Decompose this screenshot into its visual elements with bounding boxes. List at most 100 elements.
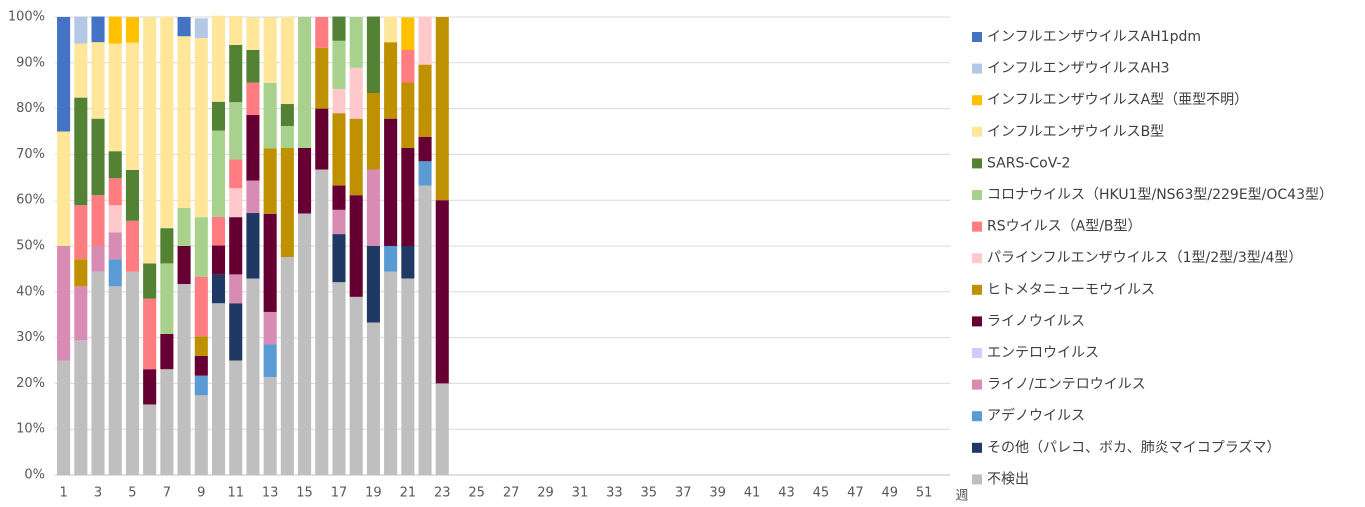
bar-segment xyxy=(280,17,294,105)
bar-segment xyxy=(418,136,432,162)
bar-segment xyxy=(263,344,277,377)
legend-label: コロナウイルス（HKU1型/NS63型/229E型/OC43型） xyxy=(987,187,1333,203)
bar-segment xyxy=(315,169,329,475)
legend-label: エンテロウイルス xyxy=(987,345,1099,361)
x-tick-label: 33 xyxy=(606,486,623,501)
bar-segment xyxy=(229,102,243,160)
y-tick-label: 50% xyxy=(16,239,45,254)
bar-segment xyxy=(263,148,277,214)
bar-segment xyxy=(160,333,174,370)
bar-segment xyxy=(160,263,174,334)
legend-label: ライノウイルス xyxy=(987,313,1085,329)
x-tick-label: 35 xyxy=(641,486,658,501)
x-tick-label: 31 xyxy=(572,486,589,501)
bar-segment xyxy=(332,40,346,89)
bar-segment xyxy=(332,16,346,41)
legend-swatch xyxy=(972,348,982,358)
bar-segment xyxy=(366,246,380,323)
bar-segment xyxy=(160,369,174,475)
bar-segment xyxy=(315,17,329,48)
x-axis-label: 週 xyxy=(955,489,968,504)
bar-segment xyxy=(177,284,191,475)
legend-swatch xyxy=(972,442,982,453)
legend-label: ヒトメタニューモウイルス xyxy=(987,282,1155,298)
bar-segment xyxy=(108,259,122,287)
x-tick-label: 47 xyxy=(847,486,864,501)
bar-segment xyxy=(194,217,208,277)
bar-segment xyxy=(177,246,191,285)
bar-segment xyxy=(384,16,398,43)
x-tick-label: 23 xyxy=(434,486,451,501)
x-tick-label: 13 xyxy=(262,486,279,501)
legend-label: インフルエンザウイルスAH3 xyxy=(987,61,1170,77)
bar-segment xyxy=(298,147,312,214)
bar-segment xyxy=(91,118,105,196)
y-tick-label: 10% xyxy=(16,422,45,437)
legend-swatch xyxy=(972,190,982,200)
bar-segment xyxy=(91,16,105,43)
bar-segment xyxy=(418,161,432,186)
bar-segment xyxy=(435,200,449,384)
y-tick-label: 100% xyxy=(8,10,45,25)
x-tick-label: 9 xyxy=(197,486,205,501)
legend-swatch xyxy=(972,221,982,232)
legend-label: SARS-CoV-2 xyxy=(987,155,1070,171)
x-tick-label: 15 xyxy=(296,486,313,501)
bar-segment xyxy=(211,303,226,475)
x-tick-label: 39 xyxy=(709,486,726,501)
bar-segment xyxy=(229,217,243,275)
bar-segment xyxy=(229,274,243,304)
x-tick-label: 5 xyxy=(128,486,136,501)
bar-segment xyxy=(246,49,260,83)
legend-swatch xyxy=(972,411,982,422)
bar-segment xyxy=(332,185,346,210)
y-tick-label: 60% xyxy=(16,193,45,208)
y-tick-label: 70% xyxy=(16,147,45,162)
bar-segment xyxy=(366,93,380,170)
bar-segment xyxy=(74,340,88,475)
bar-segment xyxy=(349,118,363,196)
legend-label: その他（パレコ、ボカ、肺炎マイコプラズマ） xyxy=(987,440,1280,456)
bar-segment xyxy=(418,185,432,475)
bar-segment xyxy=(57,131,71,246)
legend-swatch xyxy=(972,284,982,295)
bar-segment xyxy=(125,42,139,170)
legend-label: アデノウイルス xyxy=(987,407,1085,424)
bar-segment xyxy=(74,259,88,287)
bar-segment xyxy=(280,104,294,127)
x-tick-label: 11 xyxy=(227,486,244,501)
bar-segment xyxy=(177,207,191,246)
bar-segment xyxy=(91,271,105,475)
legend-swatch xyxy=(972,158,982,169)
bar-segment xyxy=(91,42,105,119)
legend-label: ライノ/エンテロウイルス xyxy=(987,377,1146,393)
bar-segment xyxy=(349,67,363,119)
bar-segment xyxy=(246,82,260,116)
x-tick-label: 21 xyxy=(400,486,417,501)
bar-segment xyxy=(332,113,346,186)
bar-segment xyxy=(211,15,226,102)
bar-segment xyxy=(229,44,243,103)
legend-swatch xyxy=(972,253,982,264)
legend-label: RSウイルス（A型/B型） xyxy=(987,219,1142,235)
x-tick-label: 3 xyxy=(94,486,102,501)
bar-segment xyxy=(108,151,122,179)
bar-segment xyxy=(57,17,71,132)
legend-label: インフルエンザウイルスAH1pdm xyxy=(987,29,1201,45)
bar-segment xyxy=(194,395,208,475)
bar-segment xyxy=(211,216,226,246)
legend-swatch xyxy=(972,316,982,327)
bar-segment xyxy=(246,180,260,214)
x-tick-label: 43 xyxy=(778,486,795,501)
bar-segment xyxy=(57,246,71,361)
bar-segment xyxy=(366,16,380,94)
bar-segment xyxy=(229,188,243,218)
bar-segment xyxy=(349,296,363,475)
bar-segment xyxy=(332,209,346,235)
x-tick-label: 25 xyxy=(468,486,485,501)
bar-segment xyxy=(74,286,88,341)
bar-segment xyxy=(74,43,88,98)
legend-swatch xyxy=(972,126,982,137)
legend-swatch xyxy=(972,379,982,390)
